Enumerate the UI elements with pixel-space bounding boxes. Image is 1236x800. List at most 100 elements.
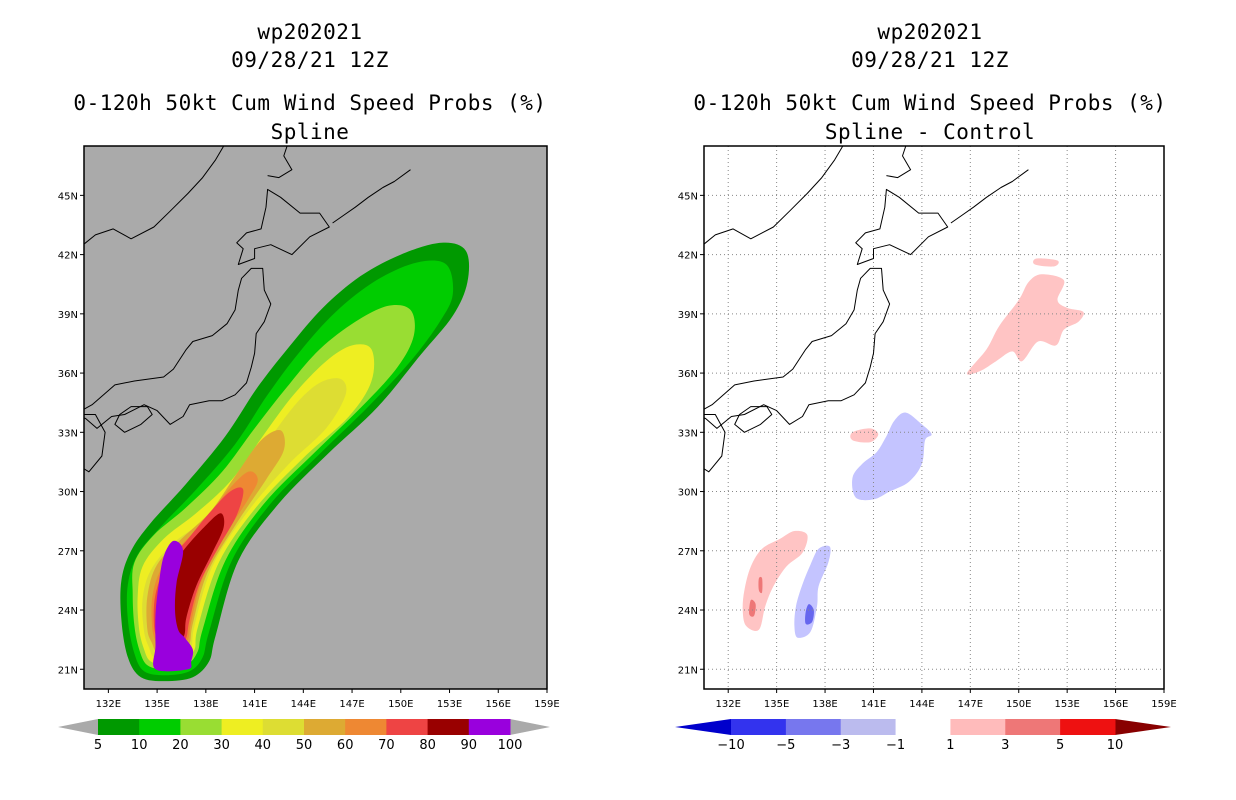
left-colorbar-label-2: 20 [172, 738, 189, 753]
right-coastline-1 [855, 188, 949, 265]
right-colorbar: −10 −5 −3 −1 1 3 5 10 [675, 719, 1171, 753]
right-contour-1-1 [742, 530, 808, 632]
right-ytick-label-3: 36N [678, 369, 698, 380]
right-ytick-label-2: 39N [678, 310, 698, 321]
right-plot-area [704, 146, 1164, 689]
right-contour-neg1-7 [794, 545, 831, 638]
right-xtick-label-0: 132E [716, 699, 741, 710]
right-colorbar-swatch-0 [731, 719, 787, 735]
left-xtick-label-3: 141E [242, 699, 267, 710]
left-ytick-label-8: 21N [58, 665, 78, 676]
right-colorbar-label-1: −5 [776, 738, 795, 753]
right-colorbar-swatch-3 [895, 719, 951, 735]
right-colorbar-label-3: −1 [886, 738, 905, 753]
left-ytick-label-2: 39N [58, 310, 78, 321]
left-colorbar-label-7: 70 [378, 738, 395, 753]
right-contour-3-5 [758, 576, 763, 594]
right-xtick-label-6: 150E [1006, 699, 1031, 710]
right-xtick-label-9: 159E [1151, 699, 1176, 710]
left-plot-area [84, 146, 470, 682]
right-xtick-label-8: 156E [1103, 699, 1128, 710]
right-coastline-open-1 [886, 146, 912, 179]
left-xtick-label-1: 135E [144, 699, 169, 710]
right-coastline-open-2 [950, 169, 1029, 224]
right-xtick-label-3: 141E [861, 699, 886, 710]
right-plot-background [704, 146, 1164, 689]
left-colorbar-label-9: 90 [461, 738, 478, 753]
left-colorbar-swatch-7 [386, 719, 429, 735]
right-ytick-label-5: 30N [678, 488, 698, 499]
left-colorbar-swatch-4 [262, 719, 305, 735]
left-colorbar-swatch-1 [139, 719, 181, 735]
right-xtick-label-7: 153E [1054, 699, 1079, 710]
left-ytick-label-6: 27N [58, 547, 78, 558]
left-colorbar-swatch-2 [180, 719, 223, 735]
left-plot-frame [83, 145, 548, 690]
right-xtick-label-5: 147E [958, 699, 983, 710]
left-colorbar-label-0: 5 [94, 738, 102, 753]
right-ytick-label-0: 45N [678, 191, 698, 202]
left-xtick-label-7: 153E [437, 699, 462, 710]
right-colorbar-label-2: −3 [831, 738, 850, 753]
right-storm-id: wp202021 [877, 20, 983, 44]
left-xtick-label-2: 138E [193, 699, 218, 710]
left-colorbar-label-4: 40 [255, 738, 272, 753]
left-xtick-label-6: 150E [388, 699, 413, 710]
left-subtitle: Spline [270, 120, 350, 144]
left-coastline-open-1 [267, 146, 293, 179]
right-coastline-0 [704, 267, 891, 429]
left-ytick-label-3: 36N [58, 369, 78, 380]
left-ytick-label-5: 30N [58, 488, 78, 499]
right-colorbar-label-4: 1 [946, 738, 954, 753]
left-coastline-2 [114, 406, 153, 433]
left-contour-90-9 [153, 540, 194, 672]
left-colorbar-swatch-9 [468, 719, 511, 735]
right-contour-3-4 [749, 599, 756, 617]
right-plot-frame [703, 145, 1165, 690]
left-ytick-label-1: 42N [58, 251, 78, 262]
right-gridlines [704, 146, 1164, 689]
left-storm-id: wp202021 [257, 20, 363, 44]
left-colorbar-arrow-high [510, 719, 550, 735]
right-xtick-label-1: 135E [764, 699, 789, 710]
left-coastline-open-0 [84, 146, 225, 245]
right-colorbar-label-7: 10 [1107, 738, 1124, 753]
left-date: 09/28/21 12Z [231, 48, 389, 72]
right-xtick-label-2: 138E [812, 699, 837, 710]
right-colorbar-swatch-4 [950, 719, 1006, 735]
right-colorbar-swatch-6 [1060, 719, 1116, 735]
left-colorbar-swatch-5 [304, 719, 346, 735]
right-colorbar-swatch-5 [1005, 719, 1061, 735]
right-colorbar-swatch-2 [840, 719, 897, 735]
left-colorbar-label-1: 10 [131, 738, 148, 753]
left-ytick-label-0: 45N [58, 191, 78, 202]
left-colorbar-swatch-6 [345, 719, 387, 735]
left-ytick-label-7: 24N [58, 606, 78, 617]
right-colorbar-arrow-high [1115, 719, 1171, 735]
left-chart-panel: 132E 135E 138E 141E 144E 147E 150E 153E 156E 159E… [58, 145, 560, 753]
left-colorbar: 5 10 20 30 40 50 60 70 80 90 100 [58, 719, 550, 753]
right-contour-neg1-6 [852, 412, 932, 501]
right-ytick-label-1: 42N [678, 251, 698, 262]
left-xtick-label-0: 132E [96, 699, 121, 710]
left-xtick-label-8: 156E [486, 699, 511, 710]
left-xtick-label-9: 159E [534, 699, 559, 710]
right-chart-panel: 132E 135E 138E 141E 144E 147E 150E 153E 156E 159E… [675, 145, 1177, 753]
left-xtick-label-5: 147E [339, 699, 364, 710]
right-ytick-label-4: 33N [678, 428, 698, 439]
right-contour-1-2 [850, 428, 879, 443]
right-xtick-label-4: 144E [909, 699, 934, 710]
right-colorbar-arrow-low [675, 719, 731, 735]
right-colorbar-label-6: 5 [1056, 738, 1064, 753]
right-colorbar-label-0: −10 [717, 738, 744, 753]
right-coastlines [704, 146, 1029, 473]
left-colorbar-label-10: 100 [498, 738, 523, 753]
left-colorbar-label-3: 30 [213, 738, 230, 753]
right-colorbar-label-5: 3 [1001, 738, 1009, 753]
right-contour-neg3-8 [805, 604, 814, 625]
left-ytick-label-4: 33N [58, 428, 78, 439]
left-coastline-open-2 [332, 169, 411, 224]
right-ytick-label-6: 27N [678, 547, 698, 558]
left-colorbar-label-8: 80 [419, 738, 436, 753]
